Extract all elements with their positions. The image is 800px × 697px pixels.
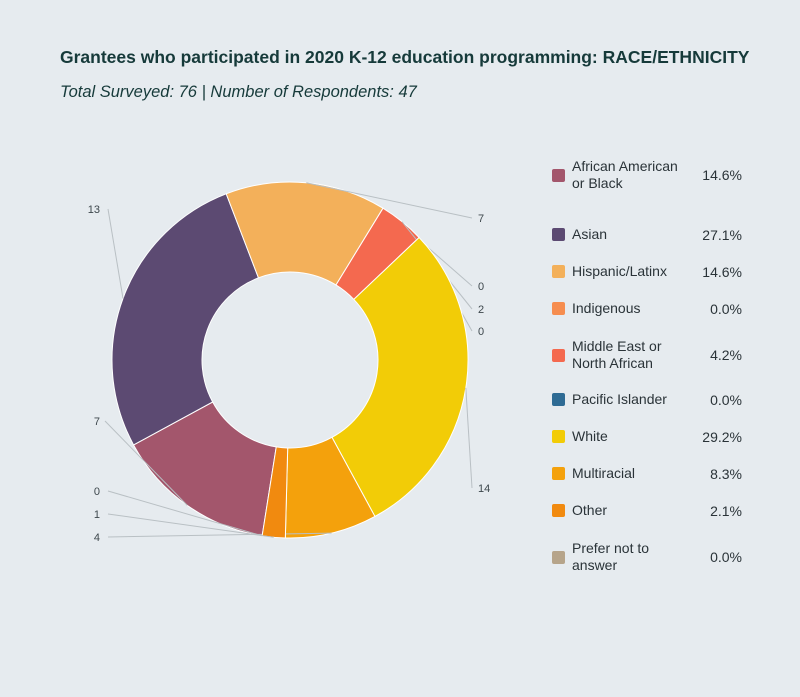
legend-swatch (552, 550, 565, 564)
leader-line (107, 532, 332, 538)
leader-line (465, 387, 473, 489)
leader-line (306, 182, 473, 219)
legend-label: Prefer not to answer (572, 540, 650, 573)
legend-item[interactable]: Indigenous 0.0% (552, 300, 742, 317)
legend-percent: 0.0% (710, 549, 742, 565)
slice-value-label: 7 (478, 213, 484, 225)
legend-label: White (572, 428, 608, 444)
legend-label: Hispanic/Latinx (572, 263, 667, 279)
chart-subtitle: Total Surveyed: 76 | Number of Responden… (60, 83, 417, 101)
legend-swatch (552, 467, 565, 480)
legend-item[interactable]: Hispanic/Latinx 14.6% (552, 263, 742, 280)
slice-value-label: 0 (478, 326, 484, 338)
legend-percent: 2.1% (710, 502, 742, 519)
chart-title: Grantees who participated in 2020 K-12 e… (60, 47, 750, 67)
legend-percent: 14.6% (702, 263, 742, 280)
slice-value-label: 0 (94, 486, 100, 498)
legend-label: Multiracial (572, 465, 636, 481)
legend-item[interactable]: Middle East or North African 4.2% (552, 338, 742, 372)
legend-percent: 0.0% (710, 300, 742, 317)
slice-value-label: 2 (478, 304, 484, 316)
legend-percent: 27.1% (702, 226, 742, 243)
leader-line (104, 420, 188, 506)
leader-line (107, 513, 274, 538)
legend-item[interactable]: Asian 27.1% (552, 226, 742, 243)
legend-percent: 29.2% (702, 428, 742, 445)
legend-label: Indigenous (572, 300, 641, 316)
legend-label: Pacific Islander (572, 391, 667, 407)
slice-value-label: 14 (478, 483, 490, 495)
legend-swatch (552, 168, 565, 182)
slice-value-label: 0 (478, 281, 484, 293)
legend-item[interactable]: Other 2.1% (552, 502, 742, 519)
legend-percent: 14.6% (702, 167, 742, 183)
legend-swatch (552, 504, 565, 517)
legend-swatch (552, 430, 565, 443)
legend-swatch (552, 348, 565, 362)
slice-value-label: 1 (94, 509, 100, 521)
leader-line (107, 208, 124, 299)
legend-swatch (552, 265, 565, 278)
legend-item[interactable]: Prefer not to answer 0.0% (552, 540, 742, 574)
slice-value-label: 13 (88, 204, 100, 216)
legend-item[interactable]: Pacific Islander 0.0% (552, 391, 742, 408)
legend-percent: 0.0% (710, 391, 742, 408)
legend-label: African American or Black (572, 158, 678, 191)
legend-item[interactable]: White 29.2% (552, 428, 742, 445)
legend-swatch (552, 228, 565, 241)
legend-percent: 4.2% (710, 347, 742, 363)
legend-percent: 8.3% (710, 465, 742, 482)
legend-item[interactable]: Multiracial 8.3% (552, 465, 742, 482)
leader-line (107, 490, 263, 537)
slice-value-label: 4 (94, 532, 100, 544)
slice-other[interactable] (261, 446, 289, 539)
legend-label: Asian (572, 226, 608, 242)
legend-label: Other (572, 502, 608, 518)
legend-swatch (552, 302, 565, 315)
slice-value-label: 7 (94, 416, 100, 428)
slice-white[interactable] (331, 236, 469, 518)
slice-asian[interactable] (111, 193, 260, 446)
legend-item[interactable]: African American or Black 14.6% (552, 158, 742, 192)
legend-label: Middle East or North African (572, 338, 662, 371)
legend-swatch (552, 393, 565, 406)
